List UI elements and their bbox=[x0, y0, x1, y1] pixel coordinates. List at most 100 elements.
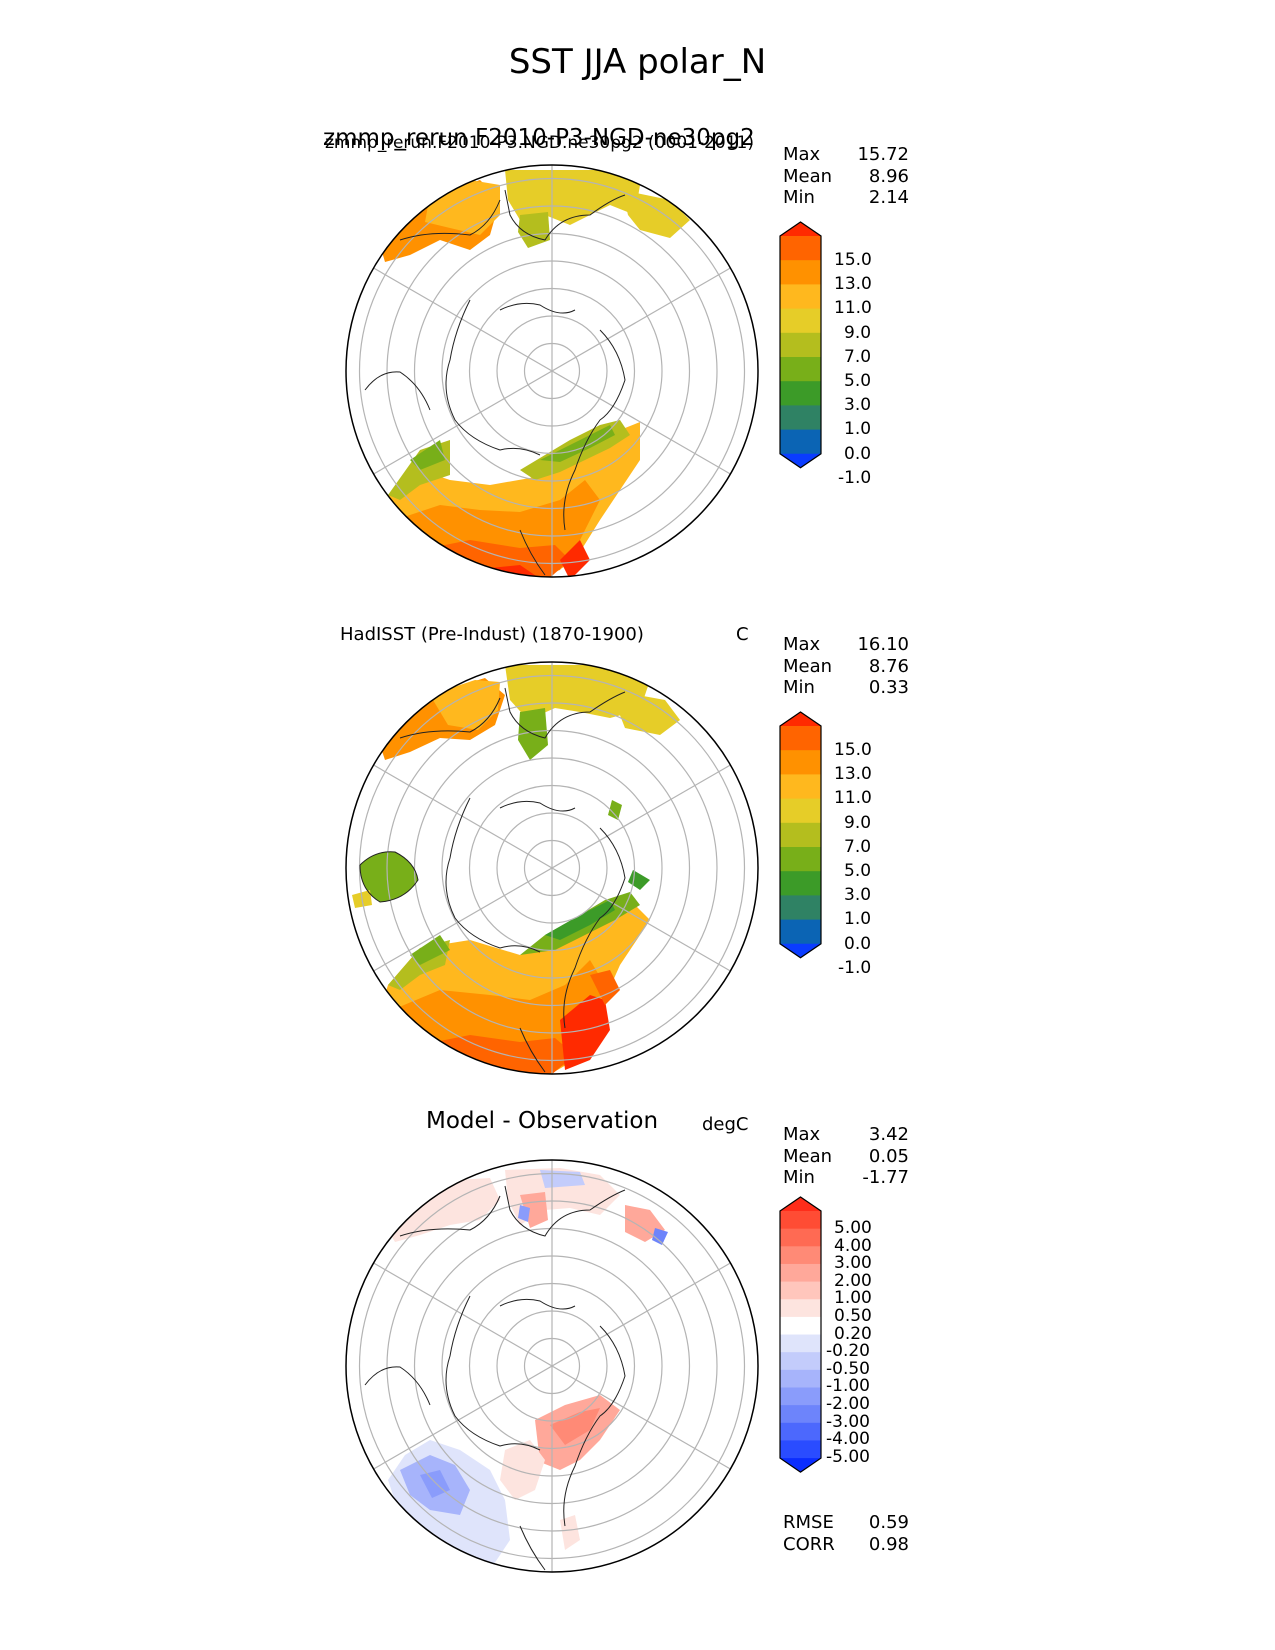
colorbar-segment bbox=[780, 1387, 821, 1406]
panel3-units: degC bbox=[702, 1114, 749, 1135]
stat-label: Max bbox=[783, 634, 821, 655]
graticule bbox=[358, 1160, 746, 1572]
panel2-title: HadISST (Pre-Indust) (1870-1900) bbox=[340, 624, 644, 645]
colorbar-segment bbox=[780, 919, 821, 945]
colorbar-tick-label: -0.20 bbox=[826, 1341, 870, 1362]
colorbar-segment bbox=[780, 260, 821, 285]
metric-label: CORR bbox=[783, 1533, 835, 1555]
stat-value: 0.33 bbox=[868, 677, 909, 698]
colorbar-segment bbox=[780, 798, 821, 824]
stat-value: 2.14 bbox=[868, 187, 909, 208]
colorbar-segment bbox=[780, 1228, 821, 1247]
colorbar-tick-label: -1.00 bbox=[826, 1376, 870, 1397]
colorbar-segment bbox=[780, 871, 821, 896]
coastlines bbox=[359, 687, 626, 1073]
colorbar-outline bbox=[779, 221, 822, 469]
metric-label: RMSE bbox=[783, 1512, 834, 1533]
sst-field-observation bbox=[352, 665, 680, 1074]
stat-value: 8.76 bbox=[868, 655, 909, 677]
colorbar1-labels: 15.0 13.0 11.0 9.0 7.0 5.0 3.0 1.0 0.0 -… bbox=[834, 248, 872, 490]
colorbar-outline bbox=[779, 1196, 822, 1473]
panel1-title-a: zmmp_rerun F2010-P3-NGD-ne30pg2 bbox=[323, 125, 755, 151]
colorbar-tick-label: -1.0 bbox=[838, 467, 872, 488]
colorbar-tick-label: -2.00 bbox=[826, 1393, 870, 1414]
panel1-title-b: zmmp_rerun.F2010-P3.NGD.ne30pg2 (0001-20… bbox=[325, 133, 754, 153]
colorbar-tick-label: 1.0 bbox=[844, 419, 872, 440]
colorbar-extend-min bbox=[780, 943, 821, 958]
colorbar-difference bbox=[779, 1196, 822, 1473]
coastlines bbox=[364, 1185, 626, 1571]
colorbar-segment bbox=[780, 1405, 821, 1424]
colorbar-tick-label: -3.00 bbox=[826, 1411, 870, 1432]
panel2-units: C bbox=[736, 624, 749, 645]
colorbar-segment bbox=[780, 1352, 821, 1371]
stat-label: Mean bbox=[783, 1145, 833, 1167]
colorbar-extend-max bbox=[780, 222, 821, 236]
colorbar-segment bbox=[780, 381, 821, 406]
colorbar-segment bbox=[780, 357, 821, 382]
colorbar-segment bbox=[780, 1440, 821, 1459]
colorbar-tick-label: 1.00 bbox=[834, 1288, 872, 1309]
colorbar-segment bbox=[780, 847, 821, 872]
colorbar-tick-label: 15.0 bbox=[834, 250, 872, 270]
colorbar-tick-label: 7.0 bbox=[844, 836, 872, 857]
stat-value: -1.77 bbox=[862, 1167, 909, 1188]
colorbar-tick-label: 9.0 bbox=[844, 812, 872, 833]
colorbar-extend-max bbox=[780, 1197, 821, 1211]
map-panel-difference bbox=[345, 1159, 759, 1573]
colorbar-segment bbox=[780, 1316, 821, 1336]
graticule bbox=[358, 662, 746, 1074]
panel1-stats: Max 15.72 Mean 8.96 Min 2.14 bbox=[783, 144, 909, 209]
colorbar-segment bbox=[780, 308, 821, 334]
figure-title: SST JJA polar_N bbox=[508, 42, 767, 82]
colorbar-tick-label: -0.50 bbox=[826, 1358, 870, 1379]
colorbar-segment bbox=[780, 332, 821, 358]
sst-field-model bbox=[380, 170, 690, 577]
colorbar-segment bbox=[780, 895, 821, 921]
colorbar-tick-label: 0.50 bbox=[834, 1305, 872, 1326]
colorbar-segment bbox=[780, 236, 821, 261]
colorbar-segment bbox=[780, 1334, 821, 1353]
colorbar-segment bbox=[780, 405, 821, 431]
colorbar-tick-label: 11.0 bbox=[834, 788, 872, 809]
colorbar-tick-label: 13.0 bbox=[834, 274, 872, 295]
panel3-metrics: RMSE 0.59 CORR 0.98 bbox=[783, 1512, 909, 1555]
colorbar2-labels: 15.0 13.0 11.0 9.0 7.0 5.0 3.0 1.0 0.0 -… bbox=[834, 738, 872, 980]
colorbar-tick-label: 0.0 bbox=[844, 933, 872, 954]
map-panel-observation bbox=[345, 661, 759, 1075]
metric-value: 0.98 bbox=[868, 1533, 909, 1555]
colorbar-segment bbox=[780, 726, 821, 751]
stat-value: 3.42 bbox=[868, 1124, 909, 1145]
stat-label: Max bbox=[783, 144, 821, 165]
stat-label: Mean bbox=[783, 165, 833, 187]
colorbar-segment bbox=[780, 1281, 821, 1300]
colorbar-tick-label: 11.0 bbox=[834, 298, 872, 319]
colorbar-segment bbox=[780, 1369, 821, 1388]
stat-label: Min bbox=[783, 1167, 815, 1188]
stat-label: Mean bbox=[783, 655, 833, 677]
colorbar-tick-label: 0.20 bbox=[834, 1323, 872, 1344]
colorbar-tick-label: -1.0 bbox=[838, 957, 872, 978]
colorbar-tick-label: 13.0 bbox=[834, 764, 872, 785]
stat-value: 0.05 bbox=[868, 1145, 909, 1167]
colorbar-tick-label: -4.00 bbox=[826, 1429, 870, 1450]
colorbar-tick-label: 0.0 bbox=[844, 443, 872, 464]
colorbar-tick-label: 5.00 bbox=[834, 1218, 872, 1238]
panel3-stats: Max 3.42 Mean 0.05 Min -1.77 bbox=[783, 1124, 909, 1189]
colorbar-tick-label: 1.0 bbox=[844, 909, 872, 930]
colorbar-segment bbox=[780, 284, 821, 310]
colorbar-outline bbox=[779, 711, 822, 959]
map-boundary bbox=[345, 1159, 759, 1573]
colorbar-observation bbox=[779, 711, 822, 959]
metric-value: 0.59 bbox=[868, 1512, 909, 1533]
colorbar-segment bbox=[780, 1299, 821, 1318]
colorbar-tick-label: 3.0 bbox=[844, 395, 872, 416]
stat-label: Min bbox=[783, 187, 815, 208]
colorbar-segment bbox=[780, 1263, 821, 1283]
colorbar-extend-max bbox=[780, 712, 821, 726]
colorbar-model bbox=[779, 221, 822, 469]
colorbar-tick-label: 3.00 bbox=[834, 1253, 872, 1274]
colorbar-extend-min bbox=[780, 1458, 821, 1473]
colorbar-segment bbox=[780, 1211, 821, 1230]
